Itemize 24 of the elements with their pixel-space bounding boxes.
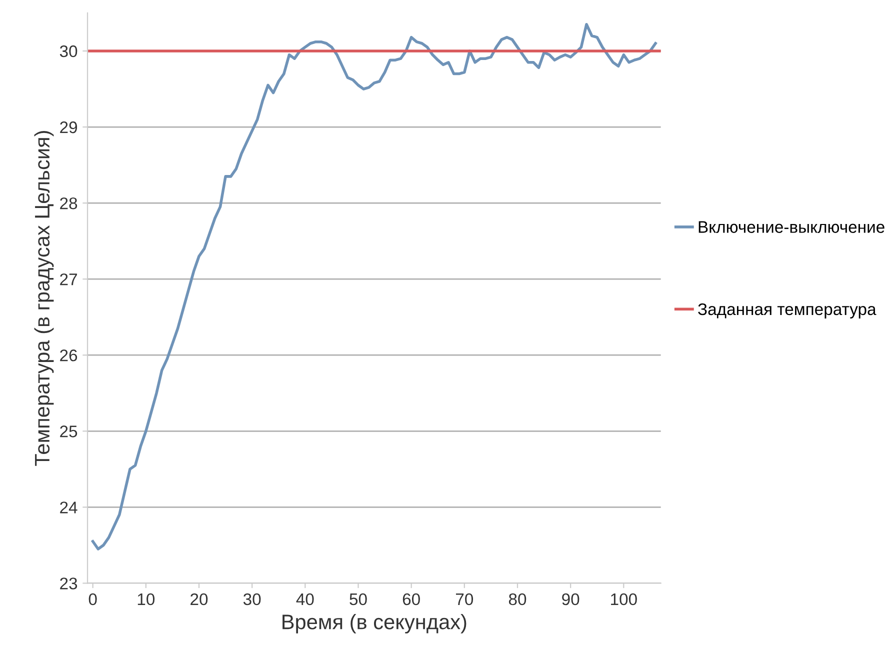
x-tick-label: 70 <box>456 593 474 606</box>
x-tick-label: 100 <box>611 593 637 606</box>
legend-label: Заданная температура <box>698 303 876 318</box>
x-tick-label: 0 <box>88 593 97 606</box>
y-tick-label: 23 <box>60 578 78 590</box>
x-tick-label: 10 <box>138 593 155 606</box>
y-tick-label: 29 <box>60 121 78 134</box>
x-tick-label: 40 <box>296 593 314 606</box>
y-tick-label: 26 <box>60 350 78 362</box>
x-tick-label: 30 <box>243 593 261 606</box>
x-tick-label: 60 <box>402 593 420 606</box>
y-axis-title: Температура (в градусах Цельсия) <box>34 131 54 466</box>
x-tick-label: 80 <box>508 593 526 606</box>
x-axis-title: Время (в секундах) <box>282 614 466 634</box>
line-series <box>91 22 657 550</box>
y-tick-label: 25 <box>60 426 78 438</box>
legend-label: Включение-выключение <box>698 221 884 233</box>
x-tick-label: 50 <box>350 593 367 606</box>
x-tick-label: 20 <box>190 593 208 606</box>
y-tick-label: 30 <box>60 45 78 58</box>
y-tick-label: 27 <box>60 273 77 286</box>
x-tick-label: 90 <box>562 593 580 606</box>
y-tick-label: 24 <box>60 502 78 514</box>
y-tick-label: 28 <box>60 197 78 210</box>
